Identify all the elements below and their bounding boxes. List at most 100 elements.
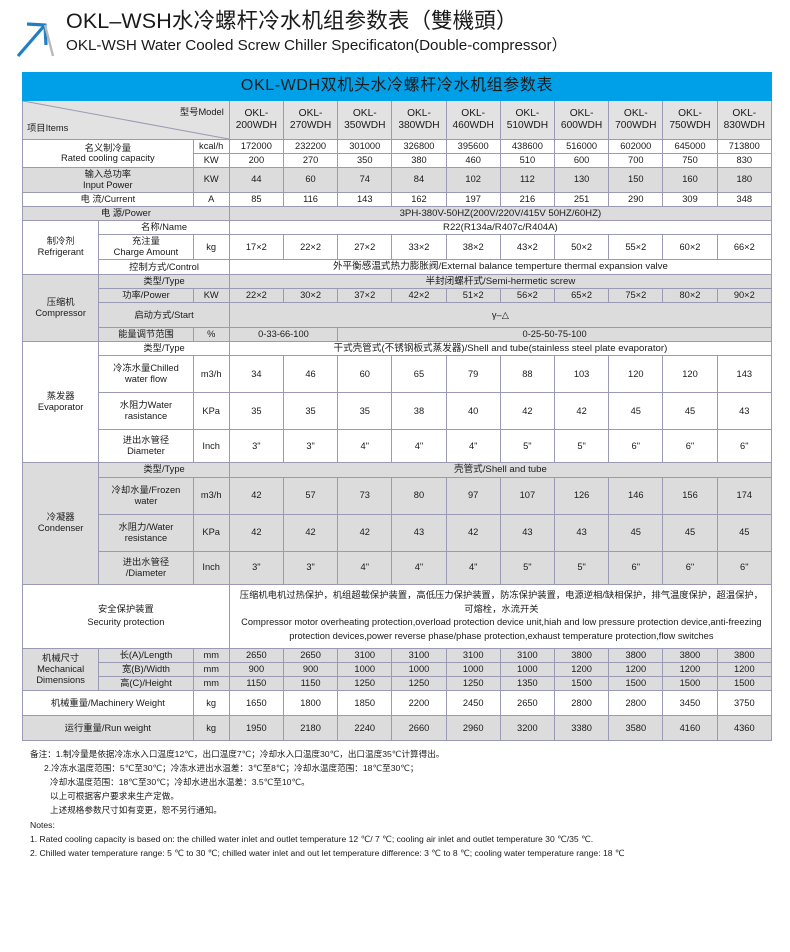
unit-cell: m3/h — [192, 355, 230, 394]
condenser-flow-label: 冷却水量/Frozen water — [98, 476, 194, 515]
value-cell: 46 — [282, 355, 339, 394]
value-cell: 17×2 — [228, 234, 284, 261]
value-cell: 900 — [282, 662, 339, 678]
note-cn-5: 上述规格参数尺寸如有变更，恕不另行通知。 — [50, 804, 222, 815]
row-machinery-weight: 机械重量/Machinery Weight kg 1650 1800 1850 … — [22, 690, 773, 717]
notes-section: 备注：1.制冷量是依据冷冻水入口温度12℃，出口温度7℃；冷却水入口温度30℃，… — [0, 741, 790, 860]
evaporator-diameter-label: 进出水管径 Diameter — [98, 429, 194, 464]
value-cell: 80×2 — [662, 288, 718, 303]
value-cell: 43 — [553, 513, 610, 552]
unit-cell: m3/h — [192, 476, 230, 515]
value-cell: 30×2 — [282, 288, 339, 303]
value-cell: 3800 — [716, 648, 773, 664]
label-en: Input Power — [83, 179, 133, 190]
value-cell: 162 — [391, 191, 447, 207]
value-cell: 1000 — [445, 662, 501, 678]
label-en1: Mechanical — [37, 664, 85, 675]
value-cell: 172000 — [228, 139, 284, 154]
model-suffix: 350WDH — [344, 120, 386, 131]
row-evaporator-flow: 冷冻水量Chilled water flow m3/h 34 46 60 65 … — [23, 355, 773, 394]
security-text: 压缩机电机过热保护，机组超载保护装置，高低压力保护装置，防冻保护装置，电源逆相/… — [228, 583, 773, 650]
value-cell: 43 — [499, 513, 555, 552]
value-cell: 79 — [445, 355, 501, 394]
value-cell: 830 — [716, 152, 773, 168]
value-cell: 700 — [608, 152, 664, 168]
arrow-up-right-icon — [16, 22, 55, 58]
value-cell: 3100 — [499, 648, 555, 664]
items-label: 项目Items — [27, 123, 69, 134]
row-refrigerant-name: 制冷剂 Refrigerant 名称/Name R22(R134a/R407c/… — [21, 220, 773, 275]
model-col-2: OKL- 350WDH — [337, 100, 393, 140]
value-cell: 85 — [228, 191, 284, 207]
model-prefix: OKL- — [298, 108, 323, 120]
value-cell: 1650 — [228, 690, 284, 717]
value-cell: 2960 — [445, 715, 501, 742]
value-cell: 3800 — [608, 648, 664, 664]
value-cell: 60 — [337, 355, 393, 394]
value-cell: 326800 — [391, 139, 447, 154]
value-cell: 35 — [282, 392, 339, 431]
value-cell: 3100 — [391, 648, 447, 664]
value-cell: 60 — [282, 166, 339, 193]
evaporator-type-value: 干式壳管式(不锈钢板式蒸发器)/Shell and tube(stainless… — [228, 340, 773, 357]
row-dimension-width: 宽(B)/Width mm 900 900 1000 1000 1000 100… — [23, 662, 773, 678]
value-cell: 120 — [662, 355, 718, 394]
value-cell: 40 — [445, 392, 501, 431]
row-condenser-resistance: 水阻力/Water resistance KPa 42 42 42 43 42 … — [23, 513, 773, 552]
row-dimension-height: 高(C)/Height mm 1150 1150 1250 1250 1250 … — [23, 676, 773, 692]
value-cell: 22×2 — [228, 288, 284, 303]
value-cell: 126 — [553, 476, 610, 515]
refrigerant-name-label: 名称/Name — [98, 220, 230, 236]
row-run-weight: 运行重量/Run weight kg 1950 2180 2240 2660 2… — [22, 715, 773, 742]
page-header: OKL–WSH水冷螺杆冷水机组参数表（雙機頭） OKL-WSH Water Co… — [0, 0, 790, 72]
refrigerant-control-value: 外平衡感温式热力膨胀阀/External balance temperture … — [228, 259, 773, 275]
model-col-5: OKL- 510WDH — [499, 100, 555, 140]
compressor-type-value: 半封闭螺杆式/Semi-hermetic screw — [228, 273, 773, 290]
security-text-en: Compressor motor overheating protection,… — [241, 617, 762, 642]
unit-cell: KW — [192, 288, 230, 303]
condenser-diameter-label: 进出水管径 /Diameter — [98, 550, 194, 585]
unit-cell: % — [192, 327, 230, 342]
label-en: /Diameter — [125, 567, 167, 578]
value-cell: 56×2 — [499, 288, 555, 303]
model-suffix: 600WDH — [560, 120, 603, 131]
value-cell: 309 — [662, 191, 718, 207]
unit-cell: Inch — [192, 429, 230, 464]
model-suffix: 200WDH — [235, 120, 278, 131]
value-cell: 516000 — [553, 139, 610, 154]
condenser-category: 冷凝器 Condenser — [21, 462, 100, 585]
value-cell: 380 — [391, 152, 447, 168]
evaporator-type-label: 类型/Type — [98, 340, 230, 357]
value-cell: 42 — [499, 392, 555, 431]
value-cell: 51×2 — [445, 288, 501, 303]
value-cell: 1250 — [445, 676, 501, 692]
unit-cell: kg — [192, 690, 230, 717]
value-cell: 1250 — [337, 676, 393, 692]
note-cn-3: 冷却水温度范围：18℃至30℃；冷却水进出水温差：3.5℃至10℃。 — [50, 777, 310, 788]
value-cell: 22×2 — [282, 234, 339, 261]
row-dimension-length: 机械尺寸 Mechanical Dimensions 长(A)/Length m… — [21, 648, 773, 692]
value-cell: 2660 — [391, 715, 447, 742]
model-col-1: OKL- 270WDH — [282, 100, 339, 140]
value-cell: 2650 — [282, 648, 339, 664]
value-cell: 290 — [608, 191, 664, 207]
value-cell: 34 — [228, 355, 284, 394]
value-cell: 1500 — [716, 676, 773, 692]
row-compressor-start: 启动方式/Start γ–△ — [23, 302, 773, 328]
value-cell: 200 — [228, 152, 284, 168]
run-weight-label: 运行重量/Run weight — [22, 715, 194, 742]
condenser-resistance-label: 水阻力/Water resistance — [98, 513, 194, 552]
label-en: rasistance — [124, 411, 168, 422]
label-en: Condenser — [37, 523, 84, 534]
value-cell: 45 — [662, 392, 718, 431]
unit-cell: KW — [192, 166, 230, 193]
value-cell: 160 — [662, 166, 718, 193]
value-cell: 1950 — [228, 715, 284, 742]
value-cell: 33×2 — [391, 234, 447, 261]
label-en: Rated cooling capacity — [61, 153, 155, 164]
power-supply-value: 3PH-380V-50HZ(200V/220V/415V 50HZ/60HZ) — [228, 205, 773, 222]
value-cell: 45 — [608, 513, 664, 552]
value-cell: 143 — [716, 355, 773, 394]
value-cell: 35 — [337, 392, 393, 431]
value-cell: 602000 — [608, 139, 664, 154]
